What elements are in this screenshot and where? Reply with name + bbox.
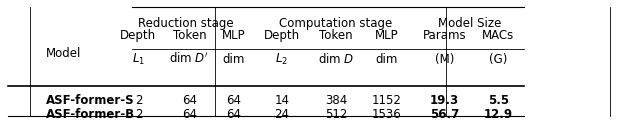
Text: 12.9: 12.9 [484, 108, 513, 121]
Text: 512: 512 [324, 108, 347, 121]
Text: Model: Model [46, 47, 81, 60]
Text: 1536: 1536 [372, 108, 402, 121]
Text: Params: Params [422, 29, 466, 42]
Text: Token: Token [173, 29, 206, 42]
Text: $L_1$: $L_1$ [132, 52, 145, 67]
Text: Reduction stage: Reduction stage [138, 17, 234, 30]
Text: 64: 64 [227, 94, 241, 107]
Text: dim $D'$: dim $D'$ [170, 52, 209, 66]
Text: Computation stage: Computation stage [279, 17, 392, 30]
Text: (M): (M) [435, 53, 454, 66]
Text: MACs: MACs [483, 29, 515, 42]
Text: Model Size: Model Size [438, 17, 501, 30]
Text: 14: 14 [275, 94, 289, 107]
Text: MLP: MLP [375, 29, 399, 42]
Text: Token: Token [319, 29, 353, 42]
Text: 19.3: 19.3 [429, 94, 459, 107]
Text: dim: dim [376, 53, 398, 66]
Text: 64: 64 [182, 108, 197, 121]
Text: 2: 2 [134, 94, 142, 107]
Text: dim: dim [223, 53, 245, 66]
Text: Depth: Depth [264, 29, 300, 42]
Text: Depth: Depth [120, 29, 156, 42]
Text: $L_2$: $L_2$ [275, 52, 288, 67]
Text: 56.7: 56.7 [429, 108, 459, 121]
Text: 384: 384 [325, 94, 347, 107]
Text: 5.5: 5.5 [488, 94, 509, 107]
Text: 64: 64 [182, 94, 197, 107]
Text: 64: 64 [227, 108, 241, 121]
Text: (G): (G) [489, 53, 508, 66]
Text: MLP: MLP [222, 29, 246, 42]
Text: ASF-former-S: ASF-former-S [46, 94, 134, 107]
Text: dim $D$: dim $D$ [317, 52, 354, 66]
Text: 1152: 1152 [372, 94, 402, 107]
Text: 2: 2 [134, 108, 142, 121]
Text: ASF-former-B: ASF-former-B [46, 108, 135, 121]
Text: 24: 24 [275, 108, 289, 121]
